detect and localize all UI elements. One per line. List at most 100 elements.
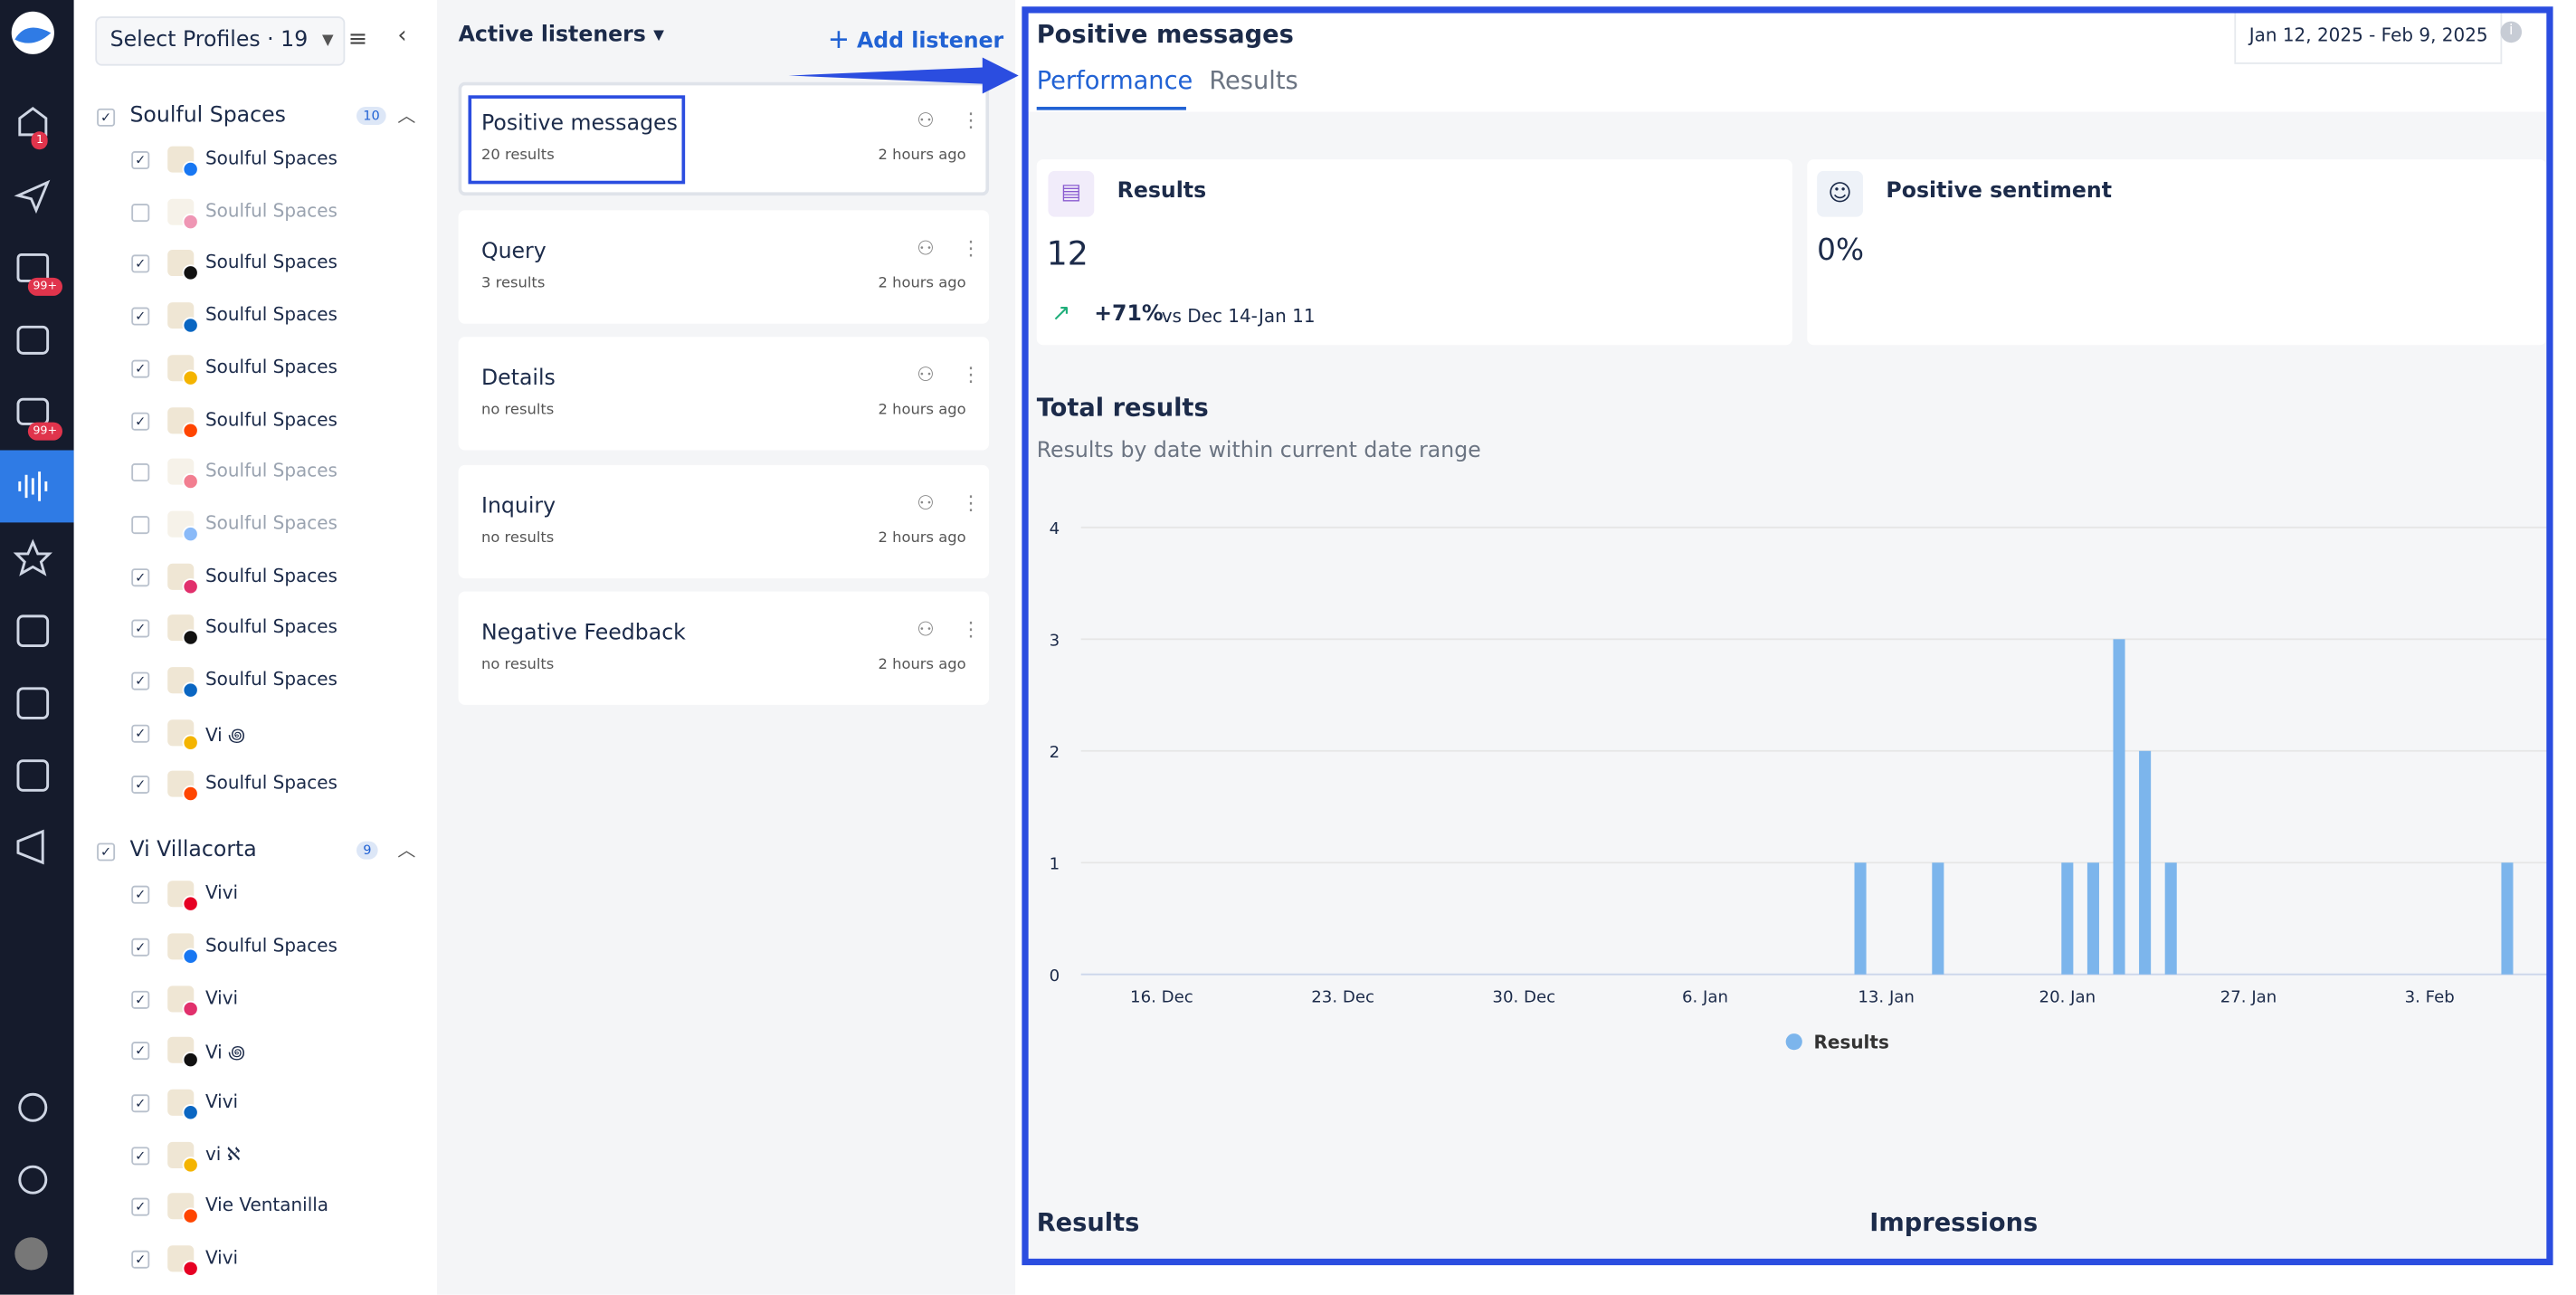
profile-checkbox[interactable] (131, 938, 150, 957)
collapse-icon[interactable]: ‹ (397, 23, 407, 50)
listener-users-icon[interactable]: ⚇ (917, 108, 935, 132)
profile-name[interactable]: Vivi (204, 1090, 239, 1113)
profile-selector-label: Select Profiles · 19 (109, 27, 309, 53)
listener-menu[interactable]: ⋮ (961, 363, 981, 386)
avatar (167, 1089, 199, 1121)
profile-name[interactable]: Soulful Spaces (204, 616, 337, 639)
profile-checkbox[interactable] (131, 151, 150, 170)
listener-menu[interactable]: ⋮ (961, 617, 981, 642)
profile-checkbox[interactable] (131, 1250, 150, 1269)
tab[interactable]: Results (1209, 65, 1298, 96)
profile-checkbox[interactable] (131, 203, 150, 222)
listener-card[interactable]: Inquiry no results 2 hours ago ⚇ ⋮ (458, 463, 990, 578)
profile-checkbox[interactable] (131, 1146, 150, 1165)
listener-users-icon[interactable]: ⚇ (917, 235, 935, 259)
info-icon[interactable]: i (2500, 21, 2523, 43)
group-checkbox[interactable] (97, 108, 116, 127)
add-listener[interactable]: ＋ Add listener (828, 29, 1004, 54)
listener-menu[interactable]: ⋮ (961, 235, 981, 259)
profile-name[interactable]: Vie Ventanilla (204, 1195, 329, 1217)
profile-name[interactable]: Soulful Spaces (204, 512, 337, 534)
profile-checkbox[interactable] (131, 1042, 150, 1061)
card-icon: ☺ (1817, 170, 1864, 217)
listener-users-icon[interactable]: ⚇ (917, 617, 935, 642)
listener-card[interactable]: Query 3 results 2 hours ago ⚇ ⋮ (458, 209, 990, 323)
profile-checkbox[interactable] (131, 307, 150, 326)
profile-name[interactable]: Vivi (204, 882, 239, 904)
listener-time: 2 hours ago (878, 402, 966, 420)
listener-count: no results (481, 402, 555, 420)
profile-checkbox[interactable] (131, 359, 150, 378)
profile-checkbox[interactable] (131, 567, 150, 586)
profile-checkbox[interactable] (131, 671, 150, 690)
card-change: +71% (1094, 302, 1164, 328)
profile-checkbox[interactable] (131, 1094, 150, 1113)
listener-card[interactable]: Positive messages 20 results 2 hours ago ⚇ ⋮ (458, 81, 990, 196)
profile-name[interactable]: Vivi (204, 1247, 239, 1269)
listener-time: 2 hours ago (878, 529, 966, 547)
profile-checkbox[interactable] (131, 255, 150, 274)
listener-count: 3 results (481, 275, 546, 292)
profile-checkbox[interactable] (131, 463, 150, 482)
profile-name[interactable]: Soulful Spaces (204, 148, 337, 170)
avatar (167, 932, 199, 965)
profile-checkbox[interactable] (131, 515, 150, 534)
bar (1854, 862, 1867, 975)
profile-name[interactable]: Vi ꩜ (204, 724, 246, 746)
profile-name[interactable]: Soulful Spaces (204, 934, 337, 957)
date-range[interactable]: Jan 12, 2025 - Feb 9, 2025 (2234, 11, 2503, 64)
listener-card[interactable]: Negative Feedback no results 2 hours ago ⚇ ⋮ (458, 591, 990, 705)
profile-checkbox[interactable] (131, 1198, 150, 1217)
profile-checkbox[interactable] (131, 885, 150, 904)
card-label: Positive sentiment (1886, 178, 2112, 205)
profile-checkbox[interactable] (131, 724, 150, 743)
listener-name: Inquiry (481, 493, 556, 519)
y-tick-label: 1 (1050, 855, 1060, 874)
profile-name[interactable]: Soulful Spaces (204, 356, 337, 378)
y-tick-label: 0 (1050, 966, 1060, 986)
group-name[interactable]: Soulful Spaces (129, 103, 286, 129)
listener-count: no results (481, 657, 555, 674)
profile-checkbox[interactable] (131, 620, 150, 639)
card-value: 0% (1817, 233, 1865, 268)
profile-selector[interactable]: Select Profiles · 19 ▼ (95, 16, 346, 66)
group-name[interactable]: Vi Villacorta (129, 838, 257, 863)
x-tick-label: 27. Jan (2220, 988, 2277, 1007)
profile-checkbox[interactable] (131, 411, 150, 430)
group-toggle[interactable]: ︿ (397, 105, 416, 127)
profile-name[interactable]: Soulful Spaces (204, 304, 337, 326)
profile-name[interactable]: vi ℵ (204, 1142, 241, 1165)
listener-users-icon[interactable]: ⚇ (917, 363, 935, 386)
profile-name[interactable]: Soulful Spaces (204, 408, 337, 430)
profile-name[interactable]: Soulful Spaces (204, 199, 337, 222)
listener-card[interactable]: Details no results 2 hours ago ⚇ ⋮ (458, 337, 990, 451)
listener-menu[interactable]: ⋮ (961, 108, 981, 132)
profile-checkbox[interactable] (131, 989, 150, 1008)
group-toggle[interactable]: ︿ (397, 839, 416, 862)
listener-menu[interactable]: ⋮ (961, 490, 981, 514)
profile-name[interactable]: Vivi (204, 986, 239, 1008)
listener-count: no results (481, 529, 555, 547)
add-listener-text: Add listener (856, 29, 1004, 54)
bar (2113, 639, 2125, 975)
avatar (167, 302, 199, 334)
y-tick-label: 3 (1050, 632, 1060, 651)
bar (2164, 862, 2177, 975)
group-checkbox[interactable] (97, 843, 116, 862)
avatar (167, 458, 199, 490)
profile-name[interactable]: Soulful Spaces (204, 564, 337, 586)
profile-checkbox[interactable] (131, 776, 150, 795)
nav-badge: 1 (31, 131, 49, 150)
tab[interactable]: Performance (1036, 65, 1193, 96)
profile-name[interactable]: Vi ꩜ (204, 1042, 246, 1064)
profile-name[interactable]: Soulful Spaces (204, 668, 337, 690)
filter-icon[interactable]: ≡ (347, 26, 368, 53)
profile-name[interactable]: Soulful Spaces (204, 460, 337, 482)
listener-users-icon[interactable]: ⚇ (917, 490, 935, 514)
listener-name: Details (481, 366, 556, 392)
profile-name[interactable]: Soulful Spaces (204, 252, 337, 274)
profile-name[interactable]: Soulful Spaces (204, 773, 337, 795)
listeners-header[interactable]: Active listeners ▾ (458, 23, 664, 48)
